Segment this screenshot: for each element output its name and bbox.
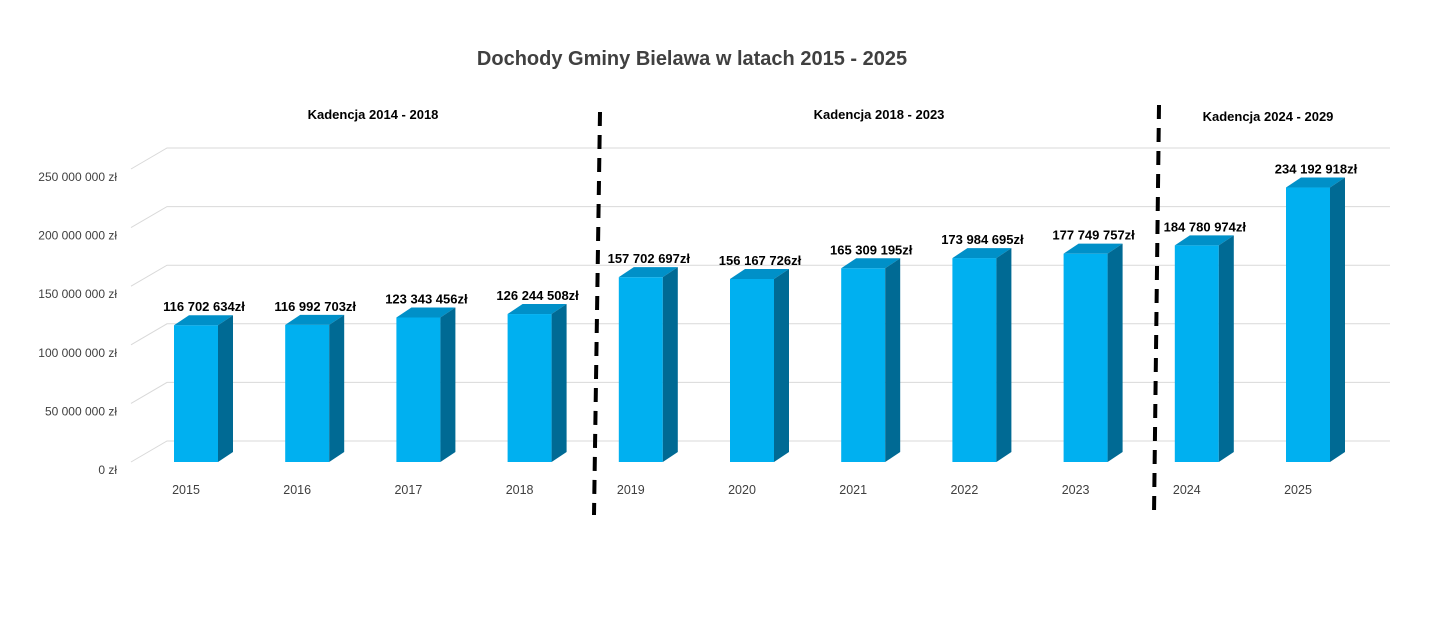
bar-front (507, 314, 552, 462)
term-label: Kadencja 2014 - 2018 (308, 107, 439, 122)
y-tick-label: 200 000 000 zł (38, 229, 117, 243)
bar-top (1063, 243, 1123, 254)
x-axis-category-labels: 2015 2016 2017 2018 2019 2020 2021 2022 2023 2024… (172, 483, 1312, 497)
bar-front (285, 324, 330, 462)
data-label: 156 167 726zł (719, 253, 802, 268)
category-label: 2015 (172, 483, 200, 497)
bar (174, 315, 233, 462)
bar-side (1107, 243, 1123, 462)
term-divider (592, 111, 602, 516)
bar (396, 307, 456, 462)
term-dividers (592, 104, 1161, 516)
bar-side (440, 307, 456, 462)
bar (507, 304, 567, 462)
bar-top (841, 258, 901, 269)
bar-top (507, 304, 567, 315)
category-label: 2016 (283, 483, 311, 497)
bar-front (952, 258, 997, 462)
category-label: 2025 (1284, 483, 1312, 497)
data-label: 116 992 703zł (274, 299, 356, 314)
data-label: 177 749 757zł (1052, 228, 1135, 243)
data-label: 116 702 634zł (163, 299, 245, 314)
y-tick-label: 0 zł (98, 463, 117, 477)
bar-front (841, 268, 886, 462)
category-label: 2022 (950, 483, 978, 497)
y-tick-label: 150 000 000 zł (38, 287, 117, 301)
bar (1063, 243, 1123, 462)
term-divider (1152, 104, 1161, 516)
bar-top (174, 315, 233, 326)
bar-side (885, 258, 901, 462)
category-label: 2023 (1062, 483, 1090, 497)
bar (1286, 177, 1345, 463)
term-labels: Kadencja 2014 - 2018 Kadencja 2018 - 2023… (308, 107, 1334, 124)
bar-front (618, 277, 663, 462)
bar-front (174, 325, 218, 462)
bar-top (952, 248, 1012, 259)
bar (1174, 235, 1234, 462)
bar-side (218, 315, 233, 462)
bar (618, 267, 678, 462)
category-label: 2017 (394, 483, 422, 497)
y-tick-label: 100 000 000 zł (38, 346, 117, 360)
y-tick-label: 250 000 000 zł (38, 170, 117, 184)
bars (174, 177, 1345, 463)
bar-top (1174, 235, 1234, 246)
bar-side (329, 314, 345, 462)
bar-top (618, 267, 678, 278)
data-label: 157 702 697zł (608, 251, 691, 266)
bar-top (285, 314, 345, 325)
y-axis-tick-labels: 0 zł 50 000 000 zł 100 000 000 zł 150 000 0… (38, 170, 117, 477)
category-label: 2020 (728, 483, 756, 497)
bar-side (662, 267, 678, 462)
bar-front (396, 317, 441, 462)
bar-top (396, 307, 456, 318)
data-label: 123 343 456zł (385, 291, 468, 306)
data-labels: 116 702 634zł 116 992 703zł 123 343 456zł 1… (163, 162, 1357, 315)
gridline (130, 147, 1390, 170)
bar-side (551, 304, 567, 462)
bar-front (1063, 253, 1108, 462)
bar-side (1218, 235, 1234, 462)
category-label: 2024 (1173, 483, 1201, 497)
bar-side (774, 268, 789, 462)
data-label: 184 780 974zł (1164, 219, 1247, 234)
term-label: Kadencja 2018 - 2023 (814, 107, 945, 122)
data-label: 173 984 695zł (941, 232, 1024, 247)
data-label: 234 192 918zł (1275, 162, 1358, 177)
bar (841, 258, 901, 462)
bar (730, 268, 789, 462)
bar-top (730, 268, 789, 279)
data-label: 126 244 508zł (496, 288, 579, 303)
bar-top (1286, 177, 1345, 188)
chart-title: Dochody Gminy Bielawa w latach 2015 - 20… (477, 48, 907, 70)
y-tick-label: 50 000 000 zł (45, 404, 117, 418)
bar-front (1174, 245, 1219, 462)
category-label: 2018 (506, 483, 534, 497)
bar (285, 314, 345, 462)
gridline (130, 206, 1390, 229)
bar (952, 248, 1012, 462)
bar-side (1330, 177, 1345, 463)
category-label: 2019 (617, 483, 645, 497)
bar-front (730, 278, 774, 462)
term-label: Kadencja 2024 - 2029 (1203, 109, 1334, 124)
bar-front (1286, 187, 1330, 463)
category-label: 2021 (839, 483, 867, 497)
data-label: 165 309 195zł (830, 242, 913, 257)
bar-side (996, 248, 1012, 462)
